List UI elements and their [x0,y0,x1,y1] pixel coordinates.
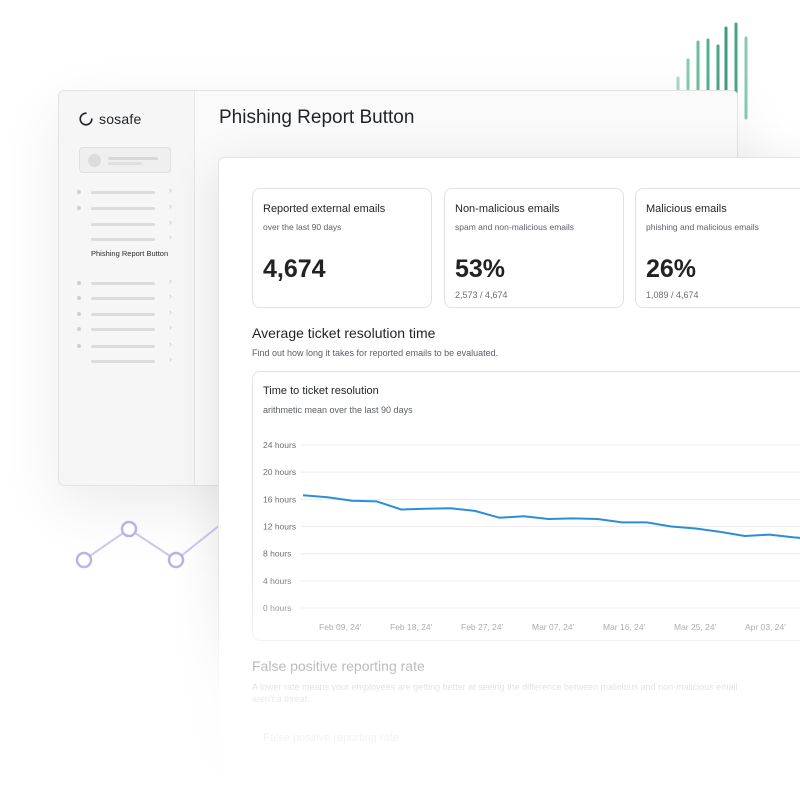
y-tick-label: 24 hours [263,440,296,450]
sidebar-item-phishing-report-button[interactable]: Phishing Report Button [91,249,169,258]
section-title-false-positive: False positive reporting rate [252,658,425,674]
nav-dot-icon [77,327,81,331]
section-desc-false-positive-cont: aren't a threat. [252,694,310,704]
stat-card-ratio: 1,089 / 4,674 [646,290,699,300]
nav-label-placeholder [91,297,155,300]
nav-label-placeholder [91,223,155,226]
account-switcher[interactable] [79,147,171,173]
nav-label-placeholder [91,345,155,348]
y-tick-label: 20 hours [263,467,296,477]
sidebar-item[interactable]: › [77,354,177,366]
stat-card-subtitle: phishing and malicious emails [646,222,759,232]
sidebar-item[interactable]: › [77,217,177,229]
section-desc-resolution: Find out how long it takes for reported … [252,348,499,358]
x-tick-label: Feb 27, 24' [461,622,504,632]
nav-dot-icon [77,190,81,194]
y-tick-label: 16 hours [263,494,296,504]
stat-card-value: 4,674 [263,255,326,283]
chevron-right-icon: › [169,201,172,211]
nav-label-placeholder [91,282,155,285]
section-title-resolution: Average ticket resolution time [252,325,436,341]
stat-card-ratio: 2,573 / 4,674 [455,290,508,300]
nav-dot-icon [77,281,81,285]
line-chart[interactable]: 24 hours 20 hours 16 hours 12 hours 8 hours 4… [253,372,800,642]
stat-card-subtitle: over the last 90 days [263,222,342,232]
chart-title: Time to ticket resolution [263,385,379,397]
section-desc-false-positive: A lower rate means your employees are ge… [252,682,738,692]
sosafe-logo-icon [79,112,93,126]
page-title: Phishing Report Button [219,107,415,128]
nav-dot-icon [77,296,81,300]
x-tick-label: Apr 03, 24' [745,622,786,632]
stat-card-value: 26% [646,255,697,283]
nav-label-placeholder [91,313,155,316]
y-tick-label: 8 hours [263,549,291,559]
chevron-right-icon: › [169,232,172,242]
sidebar-item[interactable]: › [77,339,177,351]
chevron-right-icon: › [169,217,172,227]
y-tick-label: 0 hours [263,603,291,613]
nav-label-placeholder [91,238,155,241]
y-tick-label: 4 hours [263,576,291,586]
x-tick-label: Feb 18, 24' [390,622,433,632]
nav-dot-icon [77,206,81,210]
chevron-right-icon: › [169,354,172,364]
brand-logo[interactable]: sosafe [79,111,141,127]
avatar [88,154,101,167]
chevron-right-icon: › [169,185,172,195]
logo-text: sosafe [99,111,142,127]
nav-label-placeholder [91,360,155,363]
stat-card-title: Reported external emails [263,203,386,215]
chart-title-false-positive: False positive reporting rate [263,732,399,744]
dashboard-panel: Reported external emails over the last 9… [218,157,800,800]
y-tick-label: 12 hours [263,522,296,532]
stat-card-title: Malicious emails [646,203,727,215]
stat-card-malicious[interactable]: Malicious emails phishing and malicious … [635,188,800,308]
chart-subtitle: arithmetic mean over the last 90 days [263,405,413,415]
x-tick-label: Mar 25, 24' [674,622,717,632]
stat-card-value: 53% [455,255,506,283]
sidebar-item[interactable]: › [77,185,177,197]
chevron-right-icon: › [169,339,172,349]
chart-card-resolution: Time to ticket resolution arithmetic mea… [252,371,800,641]
chevron-right-icon: › [169,291,172,301]
stat-card-reported-emails[interactable]: Reported external emails over the last 9… [252,188,432,308]
stat-card-title: Non-malicious emails [455,203,560,215]
x-tick-label: Mar 07, 24' [532,622,575,632]
nav-label-placeholder [91,328,155,331]
chevron-right-icon: › [169,307,172,317]
stat-card-non-malicious[interactable]: Non-malicious emails spam and non-malici… [444,188,624,308]
chevron-right-icon: › [169,322,172,332]
sidebar-item[interactable]: › [77,276,177,288]
nav-dot-icon [77,312,81,316]
nav-label-placeholder [91,191,155,194]
x-tick-label: Feb 09, 24' [319,622,362,632]
x-tick-label: Mar 16, 24' [603,622,646,632]
account-name-placeholder [108,157,158,160]
sidebar-item[interactable]: › [77,307,177,319]
sidebar-item[interactable]: › [77,232,177,244]
nav-label-placeholder [91,207,155,210]
sidebar-item[interactable]: › [77,201,177,213]
account-detail-placeholder [108,162,142,165]
series-line[interactable] [302,494,800,540]
sidebar: sosafe › › › › [59,91,195,485]
chevron-right-icon: › [169,276,172,286]
nav-dot-icon [77,344,81,348]
sidebar-item[interactable]: › [77,291,177,303]
sidebar-item[interactable]: › [77,322,177,334]
stat-card-subtitle: spam and non-malicious emails [455,222,575,232]
